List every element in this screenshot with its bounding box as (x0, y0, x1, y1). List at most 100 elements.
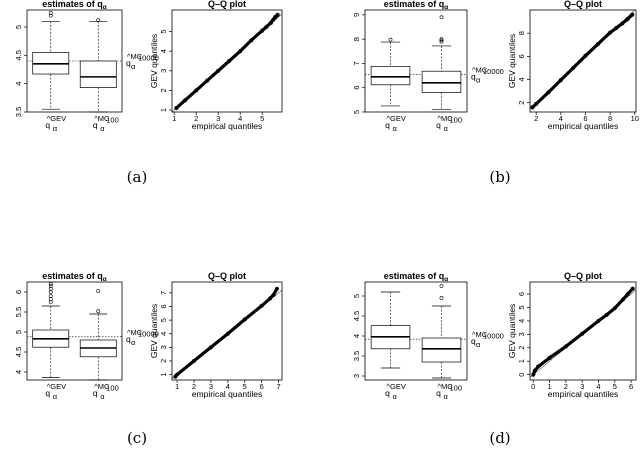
qq-plot-chart: Q–Q plot empirical quantiles GEV quantiles… (149, 0, 283, 131)
y-tick-label: 4 (14, 370, 23, 374)
category-label-q: q (93, 388, 98, 398)
qq-point (260, 28, 265, 33)
y-tick-label: 5 (517, 305, 526, 309)
y-tick-label: 8 (517, 31, 526, 35)
qq-point (580, 331, 585, 336)
x-tick-label: 2 (534, 114, 538, 123)
outlier-point (48, 290, 53, 294)
qq-point (194, 88, 199, 93)
plot-frame (364, 9, 468, 113)
outlier-point (439, 15, 444, 20)
plot-title-subscript: α (444, 4, 448, 11)
y-tick-label: 4 (517, 77, 526, 81)
plot-title-subscript: α (103, 276, 107, 283)
qq-point (614, 25, 619, 31)
box-2 (421, 15, 462, 110)
qq-point (534, 101, 539, 106)
y-tick-label: 6 (14, 290, 23, 294)
category-label-sub: α (53, 124, 58, 133)
qq-point (608, 30, 613, 35)
y-tick-label: 4 (517, 319, 526, 323)
reference-label-q: q (126, 58, 131, 68)
y-tick-label: 4 (352, 334, 361, 338)
x-axis-label: empirical quantiles (548, 389, 618, 399)
y-axis-label: GEV quantiles (149, 304, 159, 358)
qq-point (625, 291, 630, 297)
category-label-hat-sub: 100 (450, 384, 463, 393)
x-tick-label: 5 (243, 382, 247, 391)
category-label-hat: ^GEV (387, 382, 406, 391)
x-tick-label: 2 (192, 382, 196, 391)
y-tick-label: 3 (159, 69, 168, 73)
box-2 (79, 18, 117, 113)
qq-point (268, 296, 273, 301)
box-2 (421, 284, 462, 379)
qq-point (275, 12, 280, 18)
qq-point (216, 68, 221, 73)
qq-point (208, 345, 214, 350)
box-body (421, 337, 462, 363)
reference-label-sub: α (476, 340, 481, 349)
box-1 (32, 10, 70, 110)
y-tick-label: 7 (352, 61, 361, 65)
x-tick-label: 4 (596, 382, 600, 391)
y-tick-label: 5 (159, 318, 168, 322)
quantile-trace (531, 287, 635, 377)
category-label-1: q α^GEV (45, 114, 66, 133)
y-tick-label: 1 (159, 108, 168, 112)
qq-point (620, 297, 626, 302)
reference-label-q: q (471, 71, 476, 81)
qq-point (259, 303, 264, 308)
reference-label-hat: ^MC (472, 65, 488, 74)
y-tick-label: 3 (517, 332, 526, 336)
x-tick-label: 6 (260, 382, 264, 391)
box-1 (370, 291, 411, 369)
y-tick-label: 5 (352, 110, 361, 114)
qq-point (274, 286, 280, 291)
outlier-point (439, 296, 444, 300)
category-label-sub: α (100, 392, 105, 401)
reference-label-sub: α (131, 62, 136, 71)
qq-point (630, 12, 635, 17)
plot-title: Q–Q plot (564, 0, 602, 9)
qq-point (191, 358, 197, 364)
plot-frame (171, 281, 283, 381)
category-label-sub: α (444, 124, 449, 133)
plot-title: estimates of qα (42, 0, 107, 11)
plot-title-text: estimates of q (42, 271, 103, 281)
outlier-point (388, 37, 393, 42)
qq-point (271, 292, 276, 298)
qq-point (571, 65, 576, 71)
x-tick-label: 4 (226, 382, 230, 391)
qq-point (227, 58, 232, 64)
qq-point (249, 38, 254, 43)
x-tick-label: 1 (172, 114, 176, 123)
y-tick-label: 3 (159, 345, 168, 349)
plot-title: Q–Q plot (564, 271, 602, 281)
category-label-hat: ^GEV (387, 114, 406, 123)
category-label-hat: ^GEV (47, 114, 66, 123)
x-tick-label: 0 (531, 382, 535, 391)
qq-point (264, 24, 269, 29)
x-axis-label: empirical quantiles (192, 389, 262, 399)
outlier-point (48, 284, 53, 288)
box-2 (79, 289, 117, 381)
qq-point (531, 372, 536, 377)
qq-point (630, 286, 635, 291)
y-tick-label: 7 (159, 291, 168, 295)
category-label-q: q (436, 388, 441, 398)
plot-title-text: estimates of q (384, 0, 445, 9)
x-tick-label: 3 (580, 382, 584, 391)
outlier-point (48, 294, 53, 298)
reference-label-hat-sub: 10000 (138, 54, 159, 63)
x-tick-label: 5 (613, 382, 617, 391)
